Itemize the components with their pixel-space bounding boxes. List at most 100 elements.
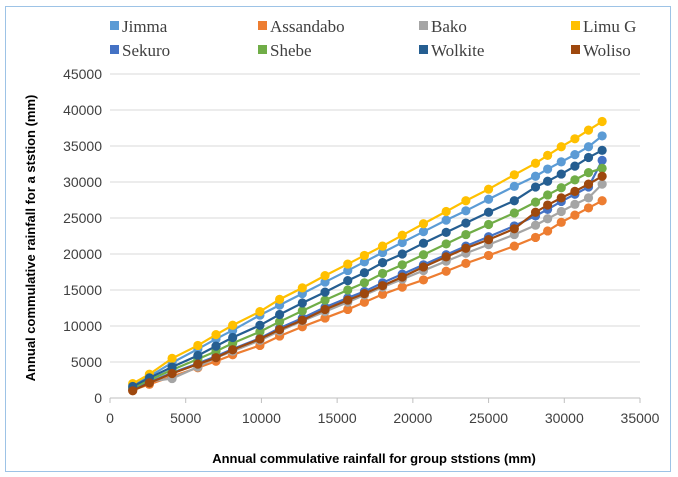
data-point xyxy=(255,327,265,337)
data-point xyxy=(228,345,238,355)
data-point xyxy=(418,219,429,229)
legend-swatch xyxy=(571,45,580,54)
data-point xyxy=(359,278,369,288)
data-point xyxy=(461,206,471,216)
data-point xyxy=(509,224,519,234)
data-point xyxy=(556,169,566,179)
data-point xyxy=(461,218,471,228)
data-point xyxy=(530,220,541,230)
legend-entry: Jimma xyxy=(110,17,168,36)
data-point xyxy=(543,214,553,224)
data-point xyxy=(320,313,330,323)
series-jimma xyxy=(128,131,607,390)
data-point xyxy=(597,131,607,141)
data-point xyxy=(211,330,221,340)
data-point xyxy=(441,239,451,249)
data-point xyxy=(483,235,494,245)
data-point xyxy=(418,262,429,272)
chart-frame xyxy=(5,6,671,472)
data-point xyxy=(377,281,388,291)
data-point xyxy=(556,142,566,152)
data-point xyxy=(597,179,607,189)
legend-entry: Sekuro xyxy=(110,41,170,60)
data-point xyxy=(597,196,607,206)
legend-swatch xyxy=(258,45,267,54)
legend-swatch xyxy=(419,21,428,30)
data-point xyxy=(193,359,203,369)
data-point xyxy=(377,247,388,258)
data-point xyxy=(275,309,285,320)
x-tick-label: 30000 xyxy=(545,410,584,426)
data-point xyxy=(343,265,353,276)
data-point xyxy=(556,157,566,167)
x-tick-label: 20000 xyxy=(393,410,432,426)
data-point xyxy=(583,193,594,203)
legend-label: Jimma xyxy=(122,17,168,36)
data-point xyxy=(483,250,494,261)
data-point xyxy=(441,252,451,262)
data-point xyxy=(509,208,519,218)
data-point xyxy=(228,332,238,343)
data-point xyxy=(377,268,388,279)
data-point xyxy=(583,142,594,152)
data-point xyxy=(530,171,541,181)
legend-swatch xyxy=(258,21,267,30)
data-point xyxy=(418,238,429,248)
data-point xyxy=(397,260,407,270)
data-point xyxy=(377,241,388,251)
legend-label: Wolkite xyxy=(431,41,484,60)
data-point xyxy=(530,197,541,207)
series-limu-g xyxy=(128,116,607,389)
data-point xyxy=(570,150,580,160)
series-layer xyxy=(128,116,607,396)
data-point xyxy=(483,219,494,230)
x-tick-label: 35000 xyxy=(621,410,660,426)
data-point xyxy=(343,285,353,295)
data-point xyxy=(343,295,353,305)
data-point xyxy=(359,257,369,267)
y-tick-label: 45000 xyxy=(63,66,102,82)
data-point xyxy=(556,217,566,227)
x-tick-label: 15000 xyxy=(318,410,357,426)
data-point xyxy=(556,183,566,193)
data-point xyxy=(583,203,594,213)
data-point xyxy=(255,334,265,344)
legend-entry: Bako xyxy=(419,17,467,36)
legend-label: Assandabo xyxy=(270,17,345,36)
data-point xyxy=(377,289,388,299)
data-point xyxy=(193,340,203,351)
data-point xyxy=(583,125,594,135)
data-point xyxy=(556,206,566,217)
data-point xyxy=(597,163,607,173)
series-woliso xyxy=(128,171,607,396)
legend-label: Sekuro xyxy=(122,41,170,60)
data-point xyxy=(418,227,429,237)
y-tick-label: 0 xyxy=(94,390,102,406)
data-point xyxy=(228,320,238,330)
data-point xyxy=(543,176,553,186)
data-point xyxy=(597,145,607,155)
legend-entry: Limu G xyxy=(571,17,636,36)
data-point xyxy=(509,181,519,191)
data-point xyxy=(441,266,451,276)
series-wolkite xyxy=(128,145,607,392)
legend-entry: Wolkite xyxy=(419,41,484,60)
data-point xyxy=(483,207,494,217)
data-point xyxy=(359,268,369,278)
y-tick-label: 10000 xyxy=(63,318,102,334)
y-tick-labels: 0 5000 10000 15000 20000 25000 30000 35000 40000… xyxy=(63,66,102,406)
data-point xyxy=(509,241,519,251)
data-point xyxy=(128,386,138,396)
data-point xyxy=(570,134,580,144)
data-point xyxy=(167,362,177,372)
data-point xyxy=(570,186,580,196)
legend-entry: Woliso xyxy=(571,41,631,60)
data-point xyxy=(461,243,471,253)
legend-swatch xyxy=(110,45,119,54)
data-point xyxy=(543,226,553,236)
y-tick-label: 25000 xyxy=(63,210,102,226)
data-point xyxy=(211,341,221,351)
data-point xyxy=(297,315,307,325)
y-tick-label: 30000 xyxy=(63,174,102,190)
